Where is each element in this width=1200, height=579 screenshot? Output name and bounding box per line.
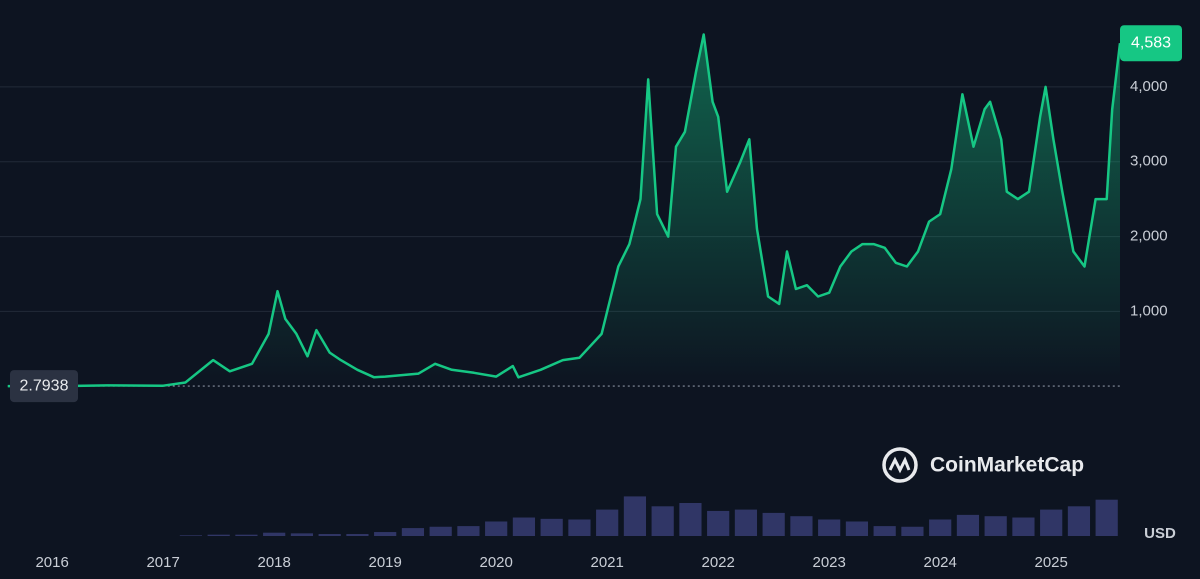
volume-bar	[179, 535, 203, 536]
volume-bar	[651, 506, 674, 536]
price-line	[7, 33, 1122, 388]
volume-bar	[346, 534, 369, 536]
volume-bar	[790, 516, 813, 536]
y-tick-label: 2,000	[1130, 228, 1168, 245]
volume-bar	[873, 526, 896, 536]
x-tick-label: 2021	[590, 554, 623, 571]
volume-bar	[512, 517, 536, 536]
logo-icon	[882, 447, 918, 483]
x-tick-label: 2017	[146, 554, 179, 571]
currency: USD	[1144, 525, 1176, 542]
area	[7, 34, 1121, 387]
volume-bar	[1095, 499, 1118, 536]
volume-bar	[679, 503, 702, 536]
volume-bar	[734, 509, 758, 536]
logo-icon	[888, 456, 911, 474]
x-tick-label: 2023	[812, 554, 845, 571]
volume-bar	[429, 526, 452, 536]
volume-bar	[984, 516, 1007, 536]
y-tick-label: 4,000	[1130, 78, 1168, 95]
volume-bar	[207, 534, 230, 536]
logo: CoinMarketCap	[882, 447, 1084, 483]
volume-bar	[596, 509, 619, 536]
x-tick-label: 2019	[368, 554, 401, 571]
x-tick-label: 2018	[257, 554, 290, 571]
volume-bar	[485, 521, 508, 536]
volume-bar	[1012, 517, 1035, 536]
volume-bar	[1067, 506, 1091, 536]
x-tick-label: 2025	[1034, 554, 1067, 571]
start-tag-label: 2.7938	[20, 377, 69, 394]
volume-bar	[235, 534, 258, 536]
y-tick-label: 1,000	[1130, 302, 1168, 319]
volume-bar	[374, 532, 397, 536]
volume-bar	[929, 519, 952, 536]
x-tick-label: 2024	[923, 554, 956, 571]
x-tick-label: 2022	[701, 554, 734, 571]
volume-bar	[263, 532, 286, 536]
watermark: CoinMarketCap	[930, 454, 1084, 477]
volume-bar	[1040, 509, 1063, 536]
price-tag-label: 4,583	[1131, 34, 1171, 51]
volume-bar	[540, 518, 563, 536]
y-tick-label: 3,000	[1130, 153, 1168, 170]
volume	[179, 496, 1118, 536]
start-tag	[10, 370, 78, 403]
volume-bar	[568, 519, 591, 536]
volume-bar	[707, 510, 730, 536]
volume-bar	[845, 521, 869, 536]
volume-bar	[956, 514, 980, 536]
volume-bar	[318, 534, 341, 536]
volume-bar	[290, 533, 314, 536]
volume-bar	[901, 526, 924, 536]
x-tick-label: 2020	[479, 554, 512, 571]
plot: 4,583 2.7938	[7, 25, 1182, 403]
volume-bar	[762, 512, 785, 536]
volume-bar	[623, 496, 647, 536]
volume-bar	[818, 519, 841, 536]
volume-bar	[457, 526, 480, 536]
volume-bar	[401, 528, 425, 536]
price-tag	[1120, 25, 1182, 62]
x-tick-label: 2016	[35, 554, 68, 571]
